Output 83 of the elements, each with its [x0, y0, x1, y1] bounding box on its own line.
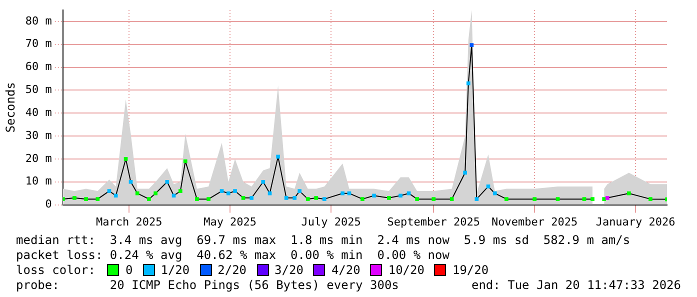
y-tick-label: 80 m: [25, 14, 52, 28]
point: [470, 43, 474, 47]
point: [415, 197, 419, 201]
point: [532, 197, 537, 201]
x-tick-label: November 2025: [492, 215, 578, 228]
point: [322, 197, 326, 201]
y-tick-label: 10 m: [25, 174, 52, 188]
x-tick-label: September 2025: [387, 215, 480, 228]
legend-label: 3/20: [274, 263, 304, 277]
point: [314, 196, 318, 200]
y-tick-label: 30 m: [25, 128, 52, 142]
legend-label: 19/20: [452, 263, 489, 277]
point: [398, 194, 402, 198]
point: [178, 189, 182, 193]
text: end: Tue Jan 20 11:47:33 2026: [471, 278, 681, 292]
legend-label: 4/20: [331, 263, 360, 277]
point: [466, 81, 470, 86]
point: [474, 197, 479, 201]
y-tick-label: 70 m: [25, 37, 52, 50]
point: [284, 196, 288, 200]
point: [648, 197, 652, 201]
point: [250, 196, 254, 200]
y-axis-title: Seconds: [3, 82, 18, 133]
point: [602, 197, 606, 201]
point: [220, 189, 224, 193]
legend-label: 10/20: [388, 263, 424, 277]
point: [268, 191, 272, 196]
point: [306, 197, 310, 201]
point: [347, 191, 352, 196]
point: [406, 191, 411, 196]
point: [107, 189, 112, 193]
x-tick-label: July 2025: [301, 215, 361, 228]
x-tick-label: January 2026: [596, 215, 676, 228]
point: [486, 184, 490, 188]
point: [233, 189, 237, 193]
point: [450, 197, 454, 201]
point: [154, 191, 158, 196]
point: [195, 197, 199, 201]
legend-label: 1/20: [160, 263, 190, 277]
point: [372, 194, 376, 198]
point: [298, 189, 302, 193]
text: packet loss: 0.24 % avg 40.62 % max 0.00 % min 0.00 % now: [16, 248, 450, 262]
point: [492, 191, 497, 196]
point: [206, 197, 210, 201]
point: [72, 196, 76, 200]
point: [276, 154, 280, 159]
point: [627, 191, 631, 196]
x-tick-label: March 2025: [96, 215, 162, 228]
point: [96, 197, 100, 201]
point: [165, 180, 170, 184]
point: [556, 197, 560, 201]
point: [340, 191, 345, 196]
point: [84, 197, 88, 201]
point: [124, 157, 128, 161]
point: [114, 194, 118, 198]
point: [183, 159, 188, 164]
y-tick-label: 40 m: [25, 106, 52, 119]
point: [463, 170, 467, 175]
point: [432, 197, 436, 201]
point: [128, 180, 133, 184]
legend-label: 0: [125, 263, 133, 277]
legend-title: loss color:: [16, 263, 96, 277]
point: [504, 197, 508, 201]
point: [172, 194, 176, 198]
y-tick-label: 50 m: [25, 83, 52, 96]
point: [241, 196, 246, 200]
legend-label: 2/20: [218, 263, 247, 277]
point: [360, 197, 364, 201]
point: [292, 196, 297, 200]
text: median rtt: 3.4 ms avg 69.7 ms max 1.8 ms min 2.4 ms now 5.9 ms sd 582.9 m am/s: [16, 233, 630, 247]
point: [590, 197, 594, 201]
point: [261, 180, 266, 184]
point: [147, 197, 151, 201]
y-tick-label: 60 m: [25, 60, 52, 74]
text: probe: 20 ICMP Echo Pings (56 Bytes) every 300s: [16, 278, 399, 292]
point: [606, 196, 610, 200]
point: [135, 191, 140, 196]
point: [226, 191, 230, 196]
y-tick-label: 0: [45, 198, 52, 211]
point: [387, 196, 391, 200]
y-tick-label: 20 m: [25, 152, 52, 165]
x-tick-label: May 2025: [204, 215, 257, 228]
point: [582, 197, 586, 201]
